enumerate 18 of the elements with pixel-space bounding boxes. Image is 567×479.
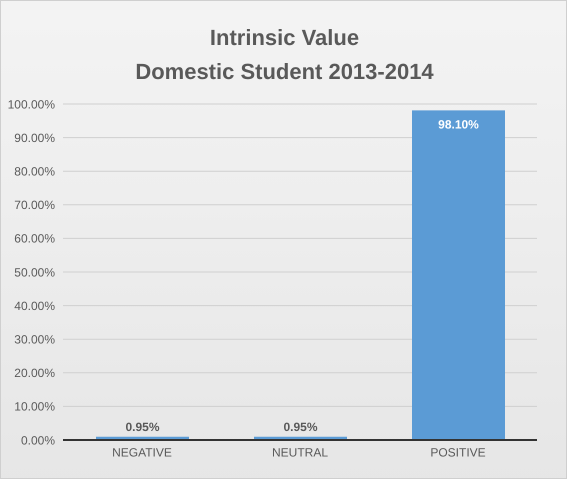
y-tick-label: 60.00% (14, 232, 56, 246)
y-tick-label: 100.00% (8, 97, 56, 112)
x-tick-label: NEUTRAL (272, 446, 328, 460)
x-tick-label: NEGATIVE (112, 446, 172, 460)
y-tick-label: 10.00% (14, 400, 56, 414)
x-tick-label: POSITIVE (430, 446, 486, 460)
chart-title: Intrinsic Value Domestic Student 2013-2014 (134, 24, 435, 86)
y-tick-label: 50.00% (14, 265, 56, 280)
y-tick-label: 0.00% (20, 433, 56, 448)
data-label: 98.10% (438, 117, 480, 132)
data-label: 0.95% (125, 420, 160, 434)
y-tick-label: 40.00% (14, 298, 56, 313)
y-tick-label: 80.00% (14, 164, 56, 178)
y-tick-label: 20.00% (14, 366, 56, 380)
data-label: 0.95% (283, 420, 318, 434)
y-tick-label: 70.00% (14, 198, 56, 212)
y-tick-label: 30.00% (14, 332, 56, 346)
y-tick-label: 90.00% (14, 130, 56, 145)
